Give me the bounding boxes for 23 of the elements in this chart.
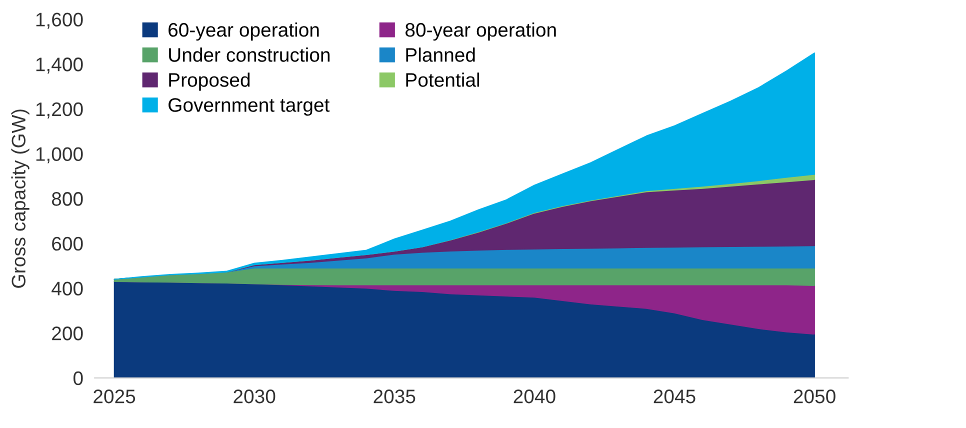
- x-tick-label: 2025: [94, 390, 136, 404]
- x-tick-label: 2040: [514, 390, 556, 404]
- x-tick-label: 2050: [794, 390, 836, 404]
- legend-label: Under construction: [169, 48, 330, 62]
- y-tick-label: 200: [52, 326, 83, 340]
- x-tick-label: 2035: [374, 390, 416, 404]
- y-tick-label: 600: [52, 236, 83, 251]
- legend-label: 80-year operation: [406, 22, 556, 41]
- x-tick-label: 2045: [654, 390, 696, 404]
- legend-label: Proposed: [169, 72, 250, 91]
- y-tick-label: 1,200: [36, 102, 83, 118]
- y-tick-label: 800: [52, 192, 83, 206]
- y-tick-label: 0: [74, 371, 83, 386]
- y-tick-label: 1,000: [36, 147, 83, 164]
- y-tick-label: 1,600: [36, 12, 83, 29]
- legend-label: 60-year operation: [168, 22, 319, 41]
- legend-label: Government target: [168, 98, 330, 116]
- y-tick-label: 400: [52, 282, 83, 296]
- x-tick-label: 2030: [234, 390, 276, 404]
- y-tick-label: 1,400: [36, 58, 83, 74]
- y-axis-title: Gross capacity (GW): [11, 110, 30, 288]
- legend-label: Planned: [406, 48, 475, 62]
- legend-label: Potential: [406, 72, 480, 87]
